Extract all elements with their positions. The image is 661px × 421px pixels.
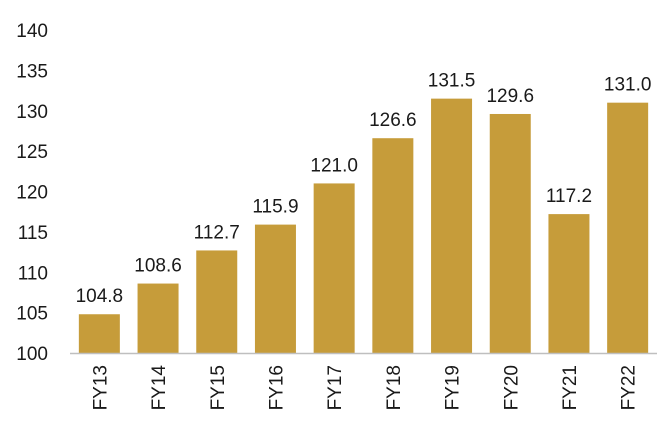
data-label: 108.6 [134, 256, 182, 277]
bar-fy14 [137, 283, 179, 353]
y-tick-label: 110 [18, 263, 48, 284]
x-category-label: FY21 [560, 365, 581, 410]
data-label: 104.8 [76, 286, 124, 307]
x-category-label: FY15 [208, 365, 229, 410]
bar-fy15 [196, 250, 238, 353]
x-category-label: FY16 [266, 365, 287, 410]
y-tick-label: 105 [16, 304, 48, 325]
x-category-label: FY20 [501, 365, 522, 410]
bar-fy16 [254, 224, 296, 353]
bar-fy13 [78, 314, 120, 353]
data-label: 131.5 [428, 71, 476, 92]
data-label: 126.6 [369, 110, 417, 131]
bar-fy21 [548, 214, 590, 353]
category-labels: FY13 FY14 FY15 FY16 FY17 FY18 FY19 FY20 FY21 FY22 [90, 365, 639, 411]
bar-fy20 [489, 113, 531, 353]
bar-fy17 [313, 183, 355, 353]
x-category-label: FY22 [619, 365, 640, 410]
x-category-label: FY17 [325, 365, 346, 410]
data-label: 131.0 [604, 75, 652, 96]
bar-fy19 [431, 98, 473, 353]
x-category-label: FY13 [90, 365, 111, 410]
y-tick-label: 135 [16, 61, 48, 82]
data-label: 117.2 [546, 186, 592, 207]
data-label: 129.6 [486, 86, 534, 107]
bar-fy22 [607, 102, 649, 353]
y-tick-label: 100 [16, 344, 48, 365]
data-label: 115.9 [252, 197, 298, 218]
y-tick-label: 115 [18, 223, 48, 244]
y-tick-label: 120 [16, 183, 48, 204]
bars [78, 98, 649, 353]
x-category-label: FY18 [384, 365, 405, 410]
y-tick-label: 140 [16, 21, 48, 42]
y-tick-label: 130 [16, 102, 48, 123]
bar-fy18 [372, 138, 414, 353]
y-axis-ticks: 100 105 110 115 120 125 130 135 140 [16, 21, 48, 365]
data-labels: 104.8 108.6 112.7 115.9 121.0 126.6 131.5 129.6… [76, 71, 652, 308]
x-category-label: FY14 [149, 365, 170, 411]
data-label: 121.0 [310, 155, 358, 176]
x-category-label: FY19 [443, 365, 464, 410]
y-tick-label: 125 [16, 142, 48, 163]
data-label: 112.7 [194, 222, 240, 243]
